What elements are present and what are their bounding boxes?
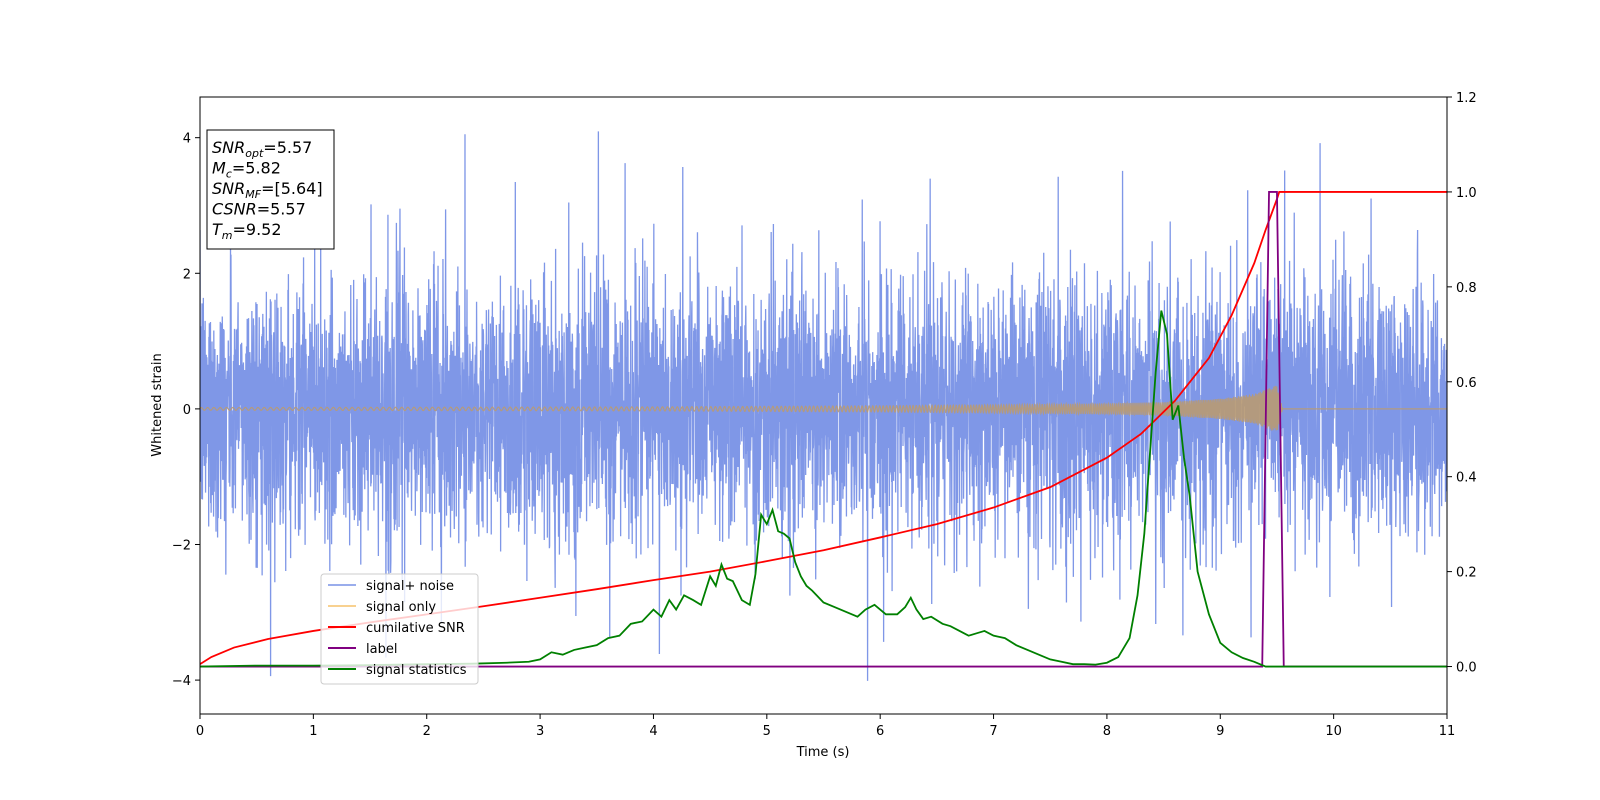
series-signal-only [200, 385, 1447, 431]
legend-label: signal only [366, 600, 436, 615]
y-tick-label: 2 [183, 267, 191, 282]
x-axis-label: Time (s) [796, 745, 850, 760]
y2-tick-label: 0.8 [1456, 281, 1477, 296]
y2-tick-label: 0.0 [1456, 661, 1477, 676]
y-tick-label: 0 [183, 403, 191, 418]
y2-tick-label: 0.6 [1456, 376, 1477, 391]
annotation-line: CSNR=5.57 [212, 200, 306, 219]
annotation-line: Mc=5.82 [212, 159, 281, 181]
y-tick-label: 4 [183, 132, 191, 147]
x-tick-label: 9 [1216, 724, 1224, 739]
x-tick-label: 1 [309, 724, 317, 739]
legend-item: signal+ noise [328, 579, 454, 594]
annotation-frame [206, 129, 335, 250]
y-axis-label: Whitened strain [150, 353, 165, 456]
x-tick-label: 0 [196, 724, 204, 739]
legend-item: cumilative SNR [328, 621, 465, 636]
x-tick-label: 11 [1439, 724, 1456, 739]
x-tick-label: 3 [536, 724, 544, 739]
x-tick-label: 10 [1325, 724, 1342, 739]
x-tick-label: 7 [989, 724, 997, 739]
annotation-line: Tm=9.52 [212, 220, 282, 242]
legend-label: cumilative SNR [366, 621, 465, 636]
y2-tick-label: 1.0 [1456, 186, 1477, 201]
series-signal-statistics [200, 310, 1447, 668]
legend: signal+ noise signal only cumilative SNR la… [320, 573, 479, 685]
x-tick-label: 5 [763, 724, 771, 739]
legend-label: label [366, 642, 397, 657]
ticks-layer: 0 1 2 3 4 5 6 7 8 9 10 11 −4 −2 0 2 4 0.0 0.2 0.4 0.6 0.8 1.0 1… [172, 91, 1477, 739]
legend-frame [320, 573, 479, 685]
y2-tick-label: 0.2 [1456, 566, 1477, 581]
annotation-line: SNRopt=5.57 [212, 138, 312, 160]
y2-tick-label: 1.2 [1456, 91, 1477, 106]
legend-item: signal only [328, 600, 436, 615]
x-tick-label: 4 [649, 724, 657, 739]
plot-frame [199, 96, 1448, 715]
x-tick-label: 8 [1103, 724, 1111, 739]
x-tick-label: 6 [876, 724, 884, 739]
legend-item: signal statistics [328, 663, 467, 678]
annotation-box: SNRopt=5.57Mc=5.82SNRMF=[5.64]CSNR=5.57T… [206, 129, 335, 250]
x-tick-label: 2 [423, 724, 431, 739]
legend-item: label [328, 642, 397, 657]
annotation-line: SNRMF=[5.64] [212, 179, 323, 201]
legend-label: signal statistics [366, 663, 467, 678]
legend-label: signal+ noise [366, 579, 454, 594]
y2-tick-label: 0.4 [1456, 471, 1477, 486]
y-tick-label: −4 [172, 674, 191, 689]
y-tick-label: −2 [172, 538, 191, 553]
